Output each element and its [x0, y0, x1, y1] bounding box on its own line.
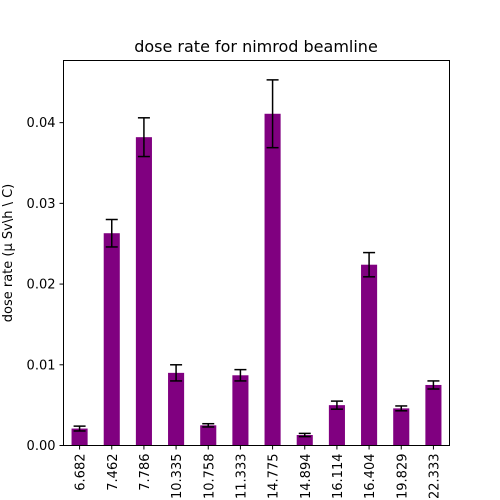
y-tick-label-3: 0.03	[27, 197, 56, 212]
errorbar-9	[363, 251, 376, 278]
y-tick-label-0: 0.00	[27, 439, 56, 454]
x-tick-label-4: 10.758	[202, 454, 217, 500]
x-tick-label-2: 7.786	[138, 454, 153, 491]
x-tick-label-3: 10.335	[170, 454, 185, 500]
x-tick-label-8: 16.114	[331, 454, 346, 500]
errorbar-6	[266, 79, 279, 149]
bar-9	[361, 264, 378, 446]
y-tick-label-2: 0.02	[27, 278, 56, 293]
errorbar-2	[137, 117, 150, 158]
errorbar-0	[73, 425, 86, 432]
errorbars-group	[73, 79, 440, 438]
errorbar-1	[105, 218, 118, 248]
x-tick-label-1: 7.462	[106, 454, 121, 491]
x-tick-label-7: 14.894	[299, 454, 314, 500]
errorbar-4	[202, 422, 215, 428]
x-tick-label-9: 16.404	[363, 454, 378, 500]
bar-6	[264, 113, 281, 446]
y-tick-label-4: 0.04	[27, 116, 56, 131]
errorbar-8	[330, 400, 343, 410]
bar-3	[168, 372, 185, 446]
bar-5	[232, 375, 249, 446]
bar-2	[135, 137, 152, 446]
bar-7	[296, 435, 313, 446]
y-axis-label: dose rate (μ Sv\h \ C)	[1, 184, 16, 322]
bar-11	[425, 384, 442, 446]
x-tick-label-11: 22.333	[427, 454, 442, 500]
errorbar-3	[170, 364, 183, 382]
errorbar-11	[427, 380, 440, 390]
plot-frame	[63, 60, 450, 446]
x-tick-label-5: 11.333	[234, 454, 249, 500]
y-axis: 0.00 0.01 0.02 0.03 0.04	[27, 116, 64, 454]
x-axis: 6.682 7.462 7.786 10.335 10.758 11.333 14.775 1…	[74, 445, 442, 500]
x-tick-label-6: 14.775	[267, 454, 282, 500]
y-tick-label-1: 0.01	[27, 358, 56, 373]
errorbar-5	[234, 368, 247, 382]
errorbar-10	[395, 405, 408, 412]
bar-8	[328, 405, 345, 446]
x-tick-label-10: 19.829	[395, 454, 410, 500]
x-tick-label-0: 6.682	[74, 454, 89, 491]
bars-group	[71, 113, 442, 446]
bar-1	[103, 233, 120, 446]
bar-4	[200, 425, 217, 446]
bar-0	[71, 428, 88, 446]
bar-10	[393, 408, 410, 446]
chart-title: dose rate for nimrod beamline	[134, 37, 378, 56]
errorbar-7	[298, 432, 311, 438]
